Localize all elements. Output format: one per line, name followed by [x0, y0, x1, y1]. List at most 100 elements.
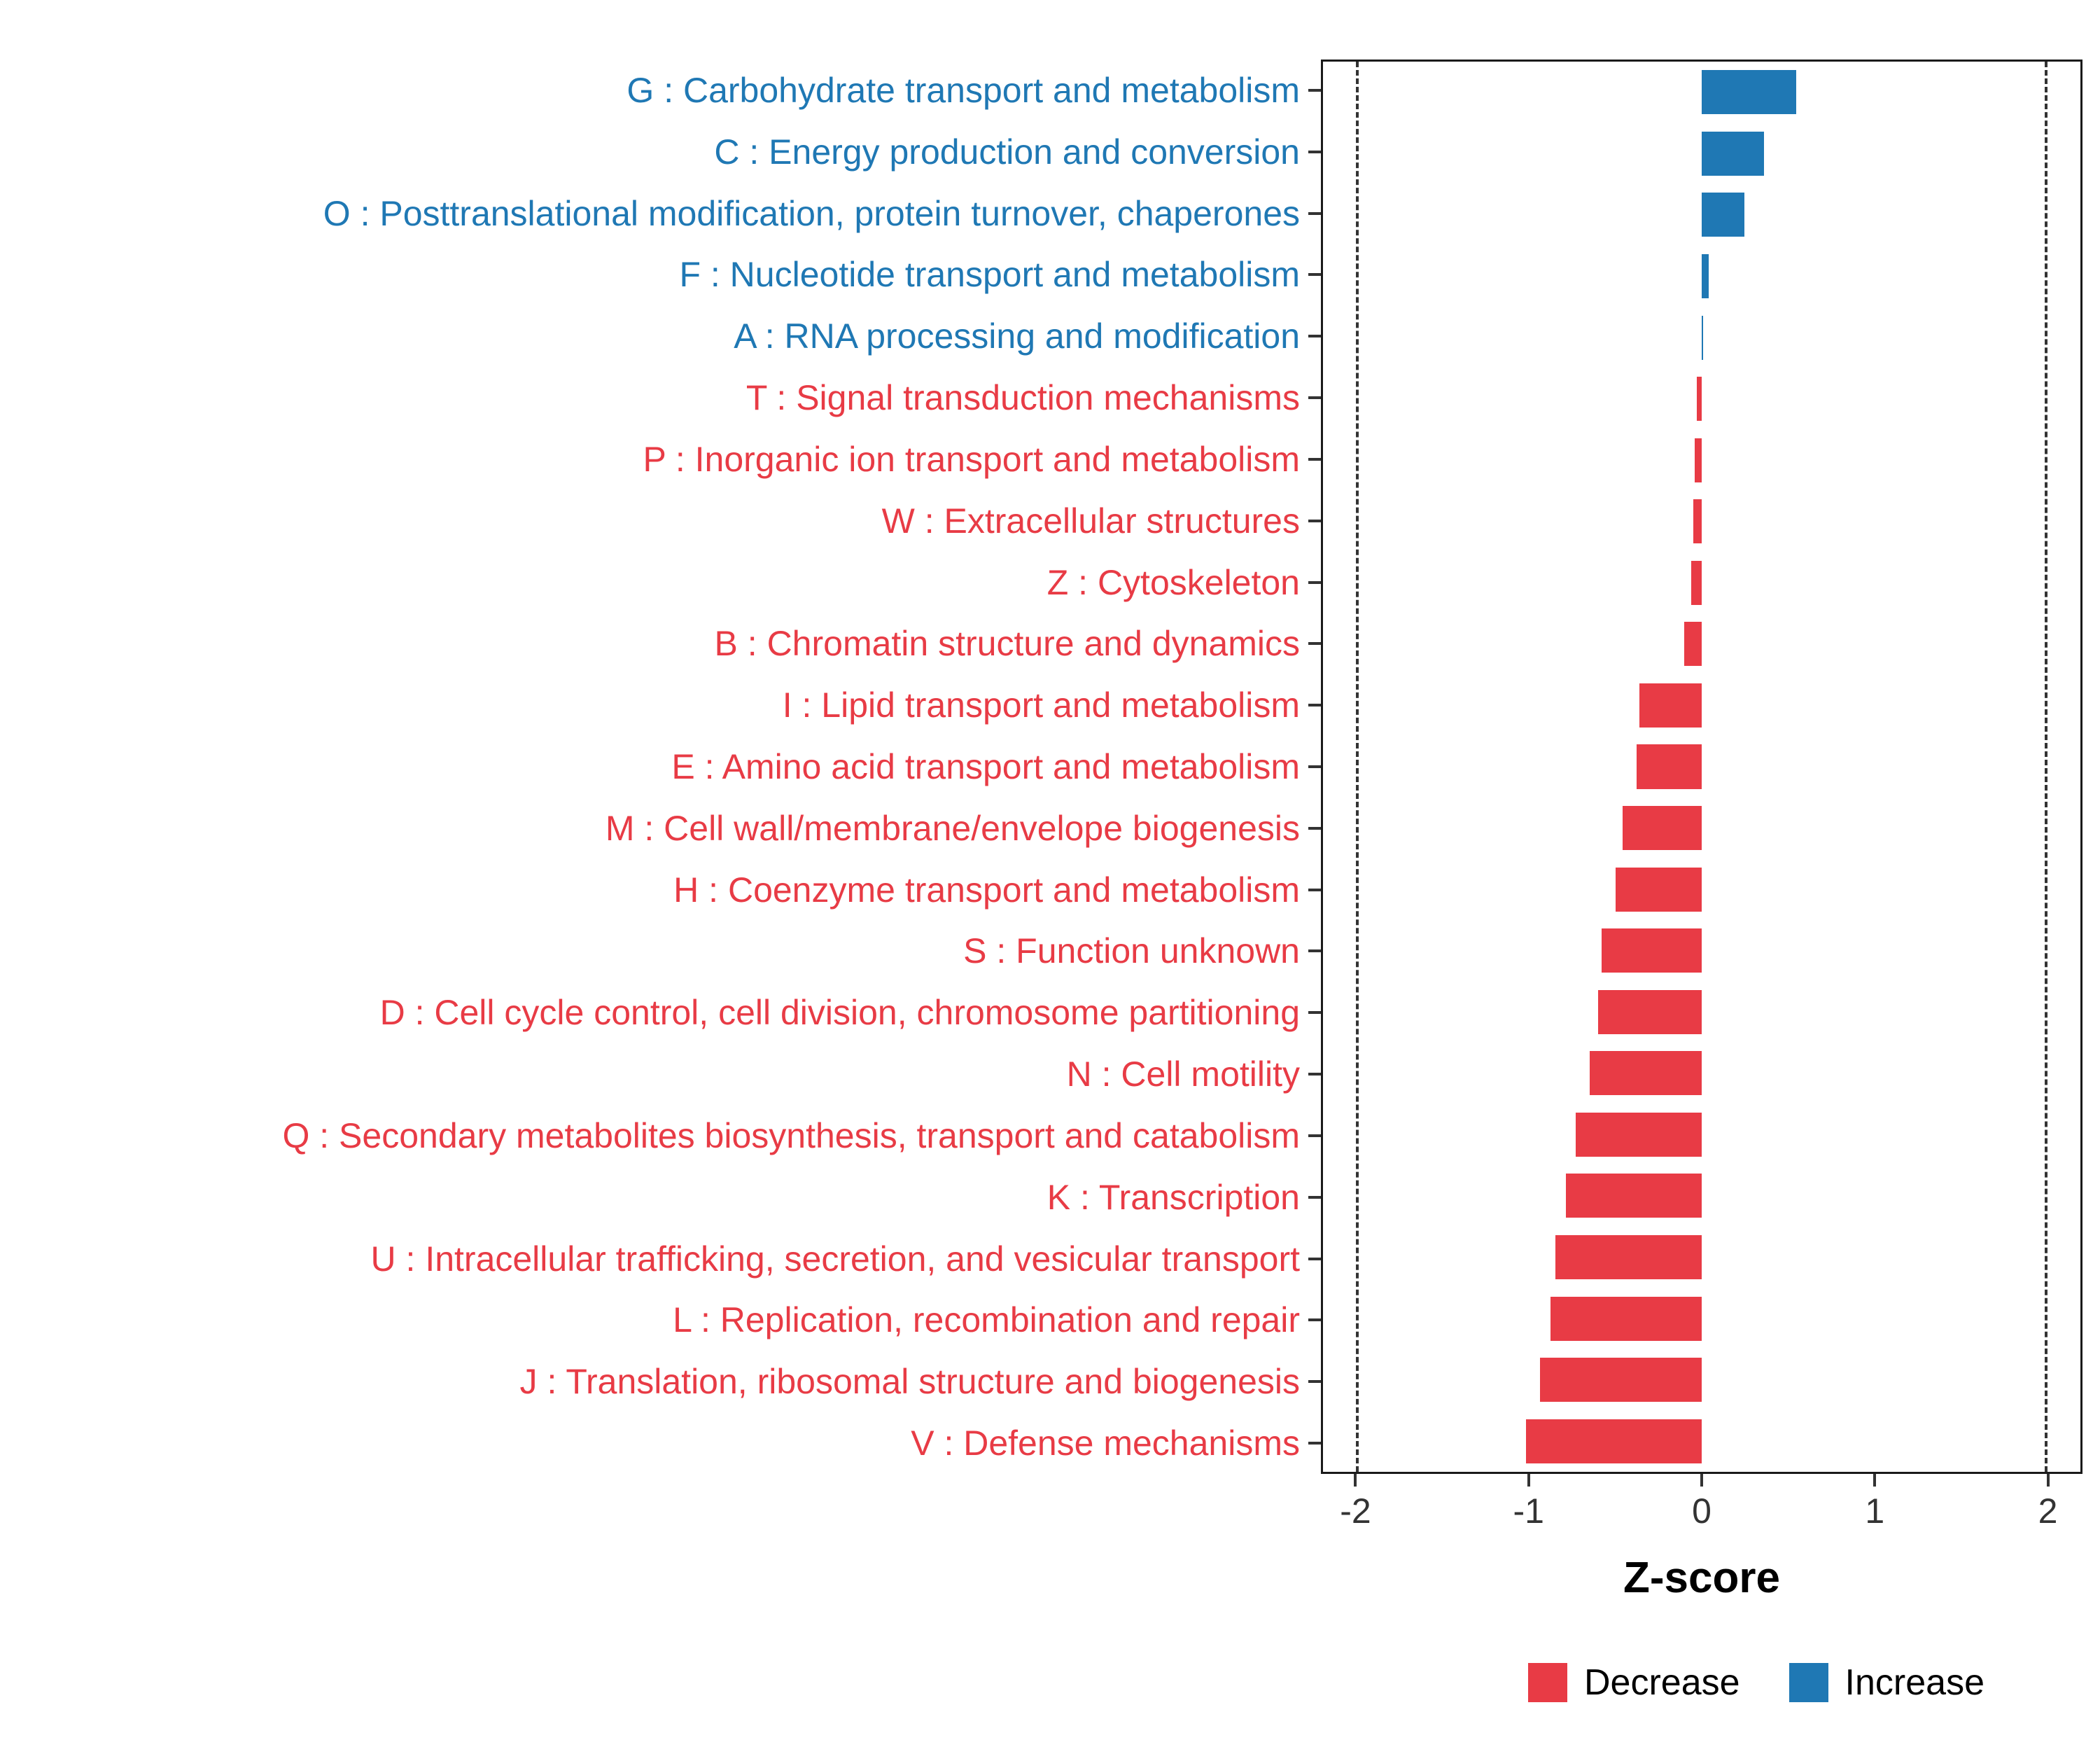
category-label: U : Intracellular trafficking, secretion…	[370, 1239, 1300, 1279]
category-label-row: E : Amino acid transport and metabolism	[18, 736, 1321, 798]
x-axis-title-row: Z-score	[1321, 1557, 2082, 1600]
bar	[1684, 622, 1702, 667]
category-label: O : Posttranslational modification, prot…	[323, 193, 1300, 233]
bar	[1539, 1358, 1702, 1403]
bar	[1693, 499, 1702, 544]
category-label: W : Extracellular structures	[881, 501, 1300, 541]
category-label-row: A : RNA processing and modification	[18, 305, 1321, 367]
category-label-row: I : Lipid transport and metabolism	[18, 674, 1321, 736]
bar	[1550, 1296, 1702, 1341]
bar	[1526, 1419, 1702, 1463]
reference-line	[2044, 62, 2047, 1472]
y-axis-tick	[1308, 1134, 1321, 1137]
y-axis-tick	[1308, 704, 1321, 707]
category-label: C : Energy production and conversion	[714, 132, 1300, 172]
bar	[1695, 438, 1702, 482]
bar	[1602, 928, 1702, 973]
category-label: G : Carbohydrate transport and metabolis…	[626, 70, 1300, 110]
y-axis-tick	[1308, 519, 1321, 522]
category-label: H : Coenzyme transport and metabolism	[673, 870, 1300, 910]
category-label: M : Cell wall/membrane/envelope biogenes…	[605, 808, 1300, 848]
legend-label-decrease: Decrease	[1583, 1662, 1740, 1703]
category-label-row: Q : Secondary metabolites biosynthesis, …	[18, 1105, 1321, 1167]
y-axis-tick	[1308, 826, 1321, 830]
bar-row	[1323, 429, 2080, 491]
category-label: V : Defense mechanisms	[911, 1424, 1300, 1463]
bar-row	[1323, 307, 2080, 368]
y-axis-tick	[1308, 88, 1321, 92]
y-axis-tick	[1308, 1442, 1321, 1445]
x-axis-tick	[1700, 1474, 1703, 1487]
bar-row	[1323, 246, 2080, 307]
category-label-row: O : Posttranslational modification, prot…	[18, 183, 1321, 244]
bar-row	[1323, 798, 2080, 859]
y-axis-tick	[1308, 642, 1321, 646]
category-labels: G : Carbohydrate transport and metabolis…	[18, 60, 1321, 1474]
bar-row	[1323, 1165, 2080, 1227]
y-axis-tick	[1308, 1257, 1321, 1260]
bar	[1702, 70, 1797, 115]
category-label: F : Nucleotide transport and metabolism	[679, 255, 1300, 295]
y-axis-tick	[1308, 1195, 1321, 1199]
bar-row	[1323, 1288, 2080, 1349]
bar-row	[1323, 1410, 2080, 1472]
bar-row	[1323, 184, 2080, 246]
x-axis-tick	[1354, 1474, 1357, 1487]
bar-row	[1323, 613, 2080, 675]
y-axis-tick	[1308, 1380, 1321, 1384]
bar-row	[1323, 920, 2080, 982]
category-label-row: W : Extracellular structures	[18, 490, 1321, 552]
figure: G : Carbohydrate transport and metabolis…	[0, 60, 2100, 1740]
y-axis-tick	[1308, 457, 1321, 461]
bars	[1323, 62, 2080, 1472]
bar	[1616, 867, 1702, 912]
bar	[1702, 131, 1764, 176]
bar	[1702, 193, 1745, 237]
x-axis-tick-label: 1	[1865, 1491, 1885, 1531]
bar-row	[1323, 62, 2080, 123]
category-label: K : Transcription	[1046, 1177, 1300, 1217]
category-label: Q : Secondary metabolites biosynthesis, …	[282, 1115, 1300, 1155]
category-label-row: V : Defense mechanisms	[18, 1412, 1321, 1474]
bar	[1565, 1174, 1702, 1218]
bar-row	[1323, 1043, 2080, 1104]
category-label-row: J : Translation, ribosomal structure and…	[18, 1351, 1321, 1412]
legend-item-increase: Increase	[1788, 1663, 1984, 1702]
y-axis-tick	[1308, 1318, 1321, 1322]
bar	[1696, 377, 1702, 422]
category-label-row: D : Cell cycle control, cell division, c…	[18, 982, 1321, 1043]
bar	[1639, 683, 1702, 728]
category-label: S : Function unknown	[963, 931, 1300, 971]
bar-row	[1323, 675, 2080, 737]
category-label-row: S : Function unknown	[18, 921, 1321, 982]
y-axis-tick	[1308, 1073, 1321, 1076]
bar	[1576, 1112, 1702, 1157]
x-axis-tick-label: 2	[2038, 1491, 2058, 1531]
y-axis-tick	[1308, 150, 1321, 153]
bar-row	[1323, 736, 2080, 798]
category-label: B : Chromatin structure and dynamics	[714, 624, 1300, 664]
bar-row	[1323, 858, 2080, 920]
bar-row	[1323, 123, 2080, 185]
y-axis-tick	[1308, 273, 1321, 277]
category-label-row: G : Carbohydrate transport and metabolis…	[18, 60, 1321, 121]
bar-row	[1323, 1349, 2080, 1411]
x-axis-tick-label: -2	[1340, 1491, 1371, 1531]
bar	[1555, 1234, 1702, 1280]
bar	[1702, 253, 1709, 298]
y-axis-tick	[1308, 1011, 1321, 1015]
category-label: T : Signal transduction mechanisms	[746, 378, 1300, 418]
plot-panel	[1321, 60, 2082, 1474]
bar	[1590, 1051, 1702, 1096]
category-label: P : Inorganic ion transport and metaboli…	[643, 439, 1300, 479]
bar-row	[1323, 552, 2080, 614]
x-axis-tick	[1527, 1474, 1530, 1487]
legend-swatch-increase	[1788, 1663, 1828, 1702]
x-axis-tick	[1873, 1474, 1877, 1487]
category-label: I : Lipid transport and metabolism	[782, 685, 1300, 725]
bar	[1636, 744, 1702, 789]
category-label: D : Cell cycle control, cell division, c…	[379, 993, 1300, 1033]
bar	[1622, 806, 1702, 851]
category-label: A : RNA processing and modification	[734, 316, 1300, 356]
legend-swatch-decrease	[1527, 1663, 1567, 1702]
